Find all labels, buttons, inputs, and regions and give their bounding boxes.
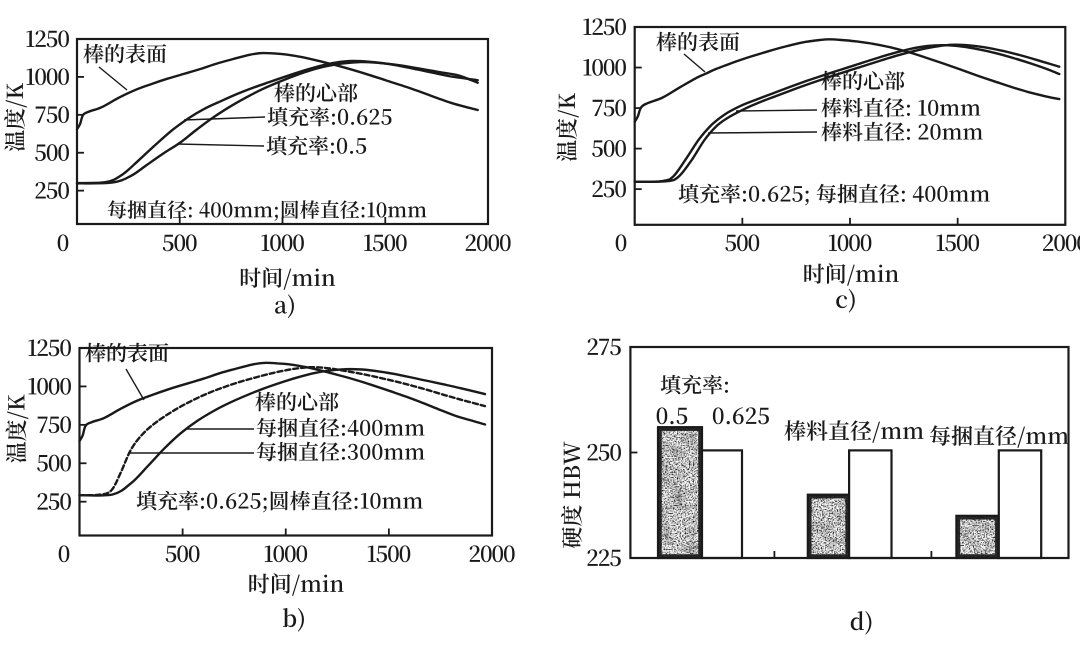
- panel-c: [556, 18, 1080, 313]
- panel-d-bar-0-1: [700, 449, 744, 560]
- panel-c-series-1: [633, 43, 1061, 183]
- panel-b-series-2: [78, 365, 487, 497]
- panel-b: [5, 339, 515, 632]
- panel-d: [561, 338, 1070, 635]
- panel-a-series-2: [75, 60, 479, 185]
- panel-a: [4, 30, 511, 319]
- panel-d-bar-2-1: [997, 449, 1043, 560]
- panel-d-bar-1-1: [847, 449, 893, 560]
- panel-c-series-0: [633, 38, 1061, 123]
- panel-a-series-0: [75, 51, 479, 131]
- panel-b-series-0: [78, 361, 487, 443]
- panel-b-series-1: [78, 367, 487, 497]
